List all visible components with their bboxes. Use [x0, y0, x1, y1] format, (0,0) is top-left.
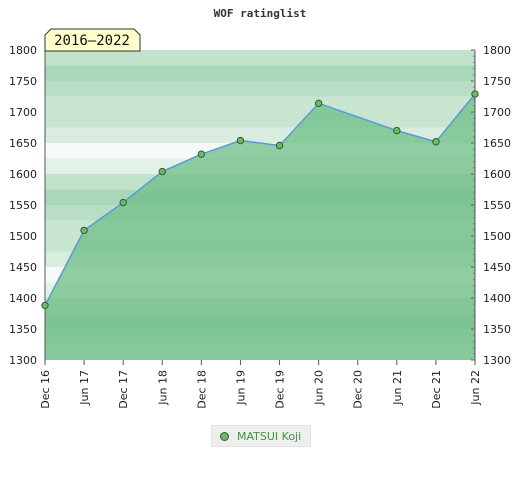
y-tick-label-right: 1800	[483, 44, 511, 57]
y-tick-label-left: 1650	[9, 137, 37, 150]
x-tick-label: Dec 19	[274, 370, 287, 409]
background-band	[45, 50, 475, 66]
period-badge: 2016–2022	[44, 28, 141, 52]
data-point	[471, 90, 479, 98]
x-tick-label: Dec 20	[352, 370, 365, 409]
background-band	[45, 112, 475, 128]
y-tick-label-left: 1800	[9, 44, 37, 57]
x-tick-label: Jun 18	[156, 370, 169, 406]
y-tick-label-right: 1350	[483, 323, 511, 336]
x-tick-label: Jun 20	[313, 370, 326, 406]
background-band	[45, 96, 475, 112]
badge-shape	[44, 28, 141, 52]
y-tick-label-left: 1400	[9, 292, 37, 305]
x-tick-label: Jun 22	[469, 370, 482, 406]
data-point	[432, 138, 440, 146]
data-point	[197, 150, 206, 158]
y-tick-label-right: 1550	[483, 199, 511, 212]
y-tick-label-right: 1600	[483, 168, 511, 181]
y-tick-label-left: 1600	[9, 168, 37, 181]
y-tick-label-left: 1350	[9, 323, 37, 336]
legend: MATSUI Koji	[211, 425, 311, 447]
x-tick-label: Dec 16	[39, 370, 52, 409]
y-tick-label-right: 1300	[483, 354, 511, 367]
legend-label: MATSUI Koji	[237, 429, 302, 443]
series-area	[45, 94, 475, 361]
y-tick-label-right: 1750	[483, 75, 511, 88]
x-tick-label: Dec 21	[430, 370, 443, 409]
x-tick-label: Jun 17	[78, 370, 91, 406]
data-point	[41, 301, 49, 310]
badge-label: 2016–2022	[54, 33, 130, 49]
legend-marker-icon	[220, 431, 229, 441]
data-point	[119, 198, 127, 207]
axes: 1300 1300 1350 1350 1400 1400 1450 1450 1500 1500…	[9, 44, 511, 409]
y-tick-label-left: 1750	[9, 75, 37, 88]
data-point	[275, 141, 284, 150]
data-point	[80, 226, 88, 235]
y-tick-label-left: 1550	[9, 199, 37, 212]
background-band	[45, 81, 475, 97]
x-tick-label: Jun 19	[234, 370, 247, 406]
y-tick-label-left: 1500	[9, 230, 37, 243]
data-point	[393, 126, 401, 135]
y-tick-label-left: 1700	[9, 106, 37, 119]
y-tick-label-right: 1450	[483, 261, 511, 274]
y-tick-label-right: 1650	[483, 137, 511, 150]
data-marks	[41, 90, 479, 310]
y-tick-label-right: 1500	[483, 230, 511, 243]
y-tick-label-left: 1450	[9, 261, 37, 274]
x-tick-label: Dec 18	[195, 370, 208, 409]
chart-title: WOF ratinglist	[214, 7, 307, 20]
data-point	[236, 136, 245, 145]
data-point	[158, 167, 166, 176]
y-tick-label-right: 1700	[483, 106, 511, 119]
x-tick-label: Jun 21	[391, 370, 404, 406]
y-tick-label-right: 1400	[483, 292, 511, 305]
y-tick-label-left: 1300	[9, 354, 37, 367]
x-tick-label: Dec 17	[117, 370, 130, 409]
background-band	[45, 65, 475, 81]
data-point	[314, 99, 323, 108]
